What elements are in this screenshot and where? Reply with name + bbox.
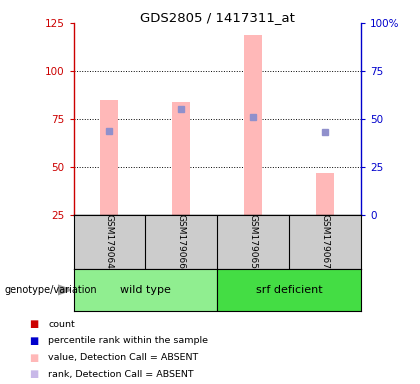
Text: GDS2805 / 1417311_at: GDS2805 / 1417311_at [140,12,295,25]
Text: genotype/variation: genotype/variation [4,285,97,295]
Text: GSM179064: GSM179064 [105,215,114,269]
Bar [100,100,118,215]
Text: count: count [48,320,75,329]
Text: ■: ■ [29,319,39,329]
Bar [244,35,262,215]
Text: srf deficient: srf deficient [256,285,323,295]
Text: ■: ■ [29,336,39,346]
Text: GSM179067: GSM179067 [321,214,330,270]
Polygon shape [58,285,71,295]
Bar [316,173,334,215]
Bar [172,102,190,215]
Bar [218,269,361,311]
Text: ■: ■ [29,353,39,362]
Text: GSM179065: GSM179065 [249,214,258,270]
Text: ■: ■ [29,369,39,379]
Bar [74,269,218,311]
Text: GSM179066: GSM179066 [177,214,186,270]
Text: percentile rank within the sample: percentile rank within the sample [48,336,208,346]
Text: rank, Detection Call = ABSENT: rank, Detection Call = ABSENT [48,369,194,379]
Text: wild type: wild type [120,285,171,295]
Text: value, Detection Call = ABSENT: value, Detection Call = ABSENT [48,353,199,362]
